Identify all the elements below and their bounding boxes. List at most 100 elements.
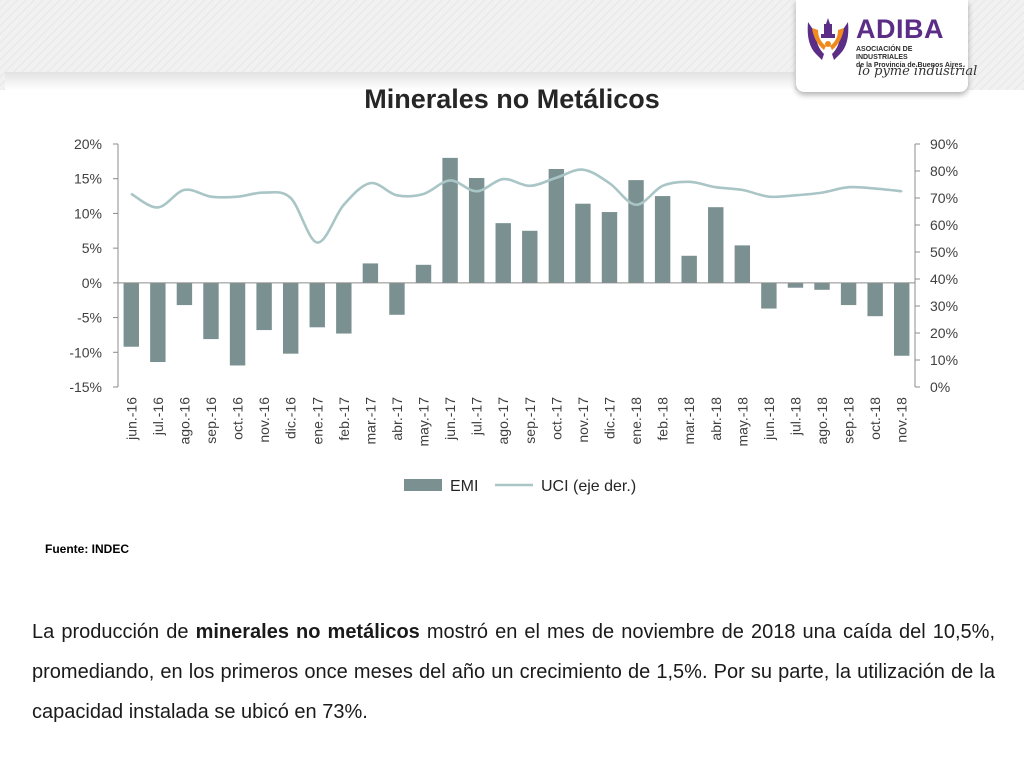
left-tick-label: -15% — [69, 379, 102, 395]
x-tick-label: oct.-18 — [867, 397, 883, 440]
x-tick-label: nov.-17 — [575, 397, 591, 443]
logo-subtitle-line1: ASOCIACIÓN DE INDUSTRIALES — [856, 46, 913, 61]
uci-point — [874, 187, 876, 190]
right-tick-label: 40% — [930, 271, 958, 287]
left-tick-label: 20% — [74, 136, 102, 152]
logo-subtitle: ASOCIACIÓN DE INDUSTRIALES de la Provinc… — [856, 46, 964, 70]
uci-point — [741, 189, 744, 191]
legend-emi-swatch — [404, 479, 442, 491]
uci-point — [528, 185, 531, 187]
emi-bar — [336, 282, 352, 334]
uci-point — [768, 195, 770, 198]
x-tick-label: jun.-16 — [123, 397, 139, 441]
uci-point — [316, 241, 319, 244]
uci-point — [396, 194, 398, 197]
summary-paragraph: La producción de minerales no metálicos … — [32, 612, 995, 732]
x-tick-label: mar.-18 — [681, 397, 697, 445]
header-shadow — [5, 72, 795, 90]
x-tick-label: may.-18 — [734, 397, 750, 447]
logo-slogan: lo pyme industrial — [858, 64, 978, 79]
x-tick-label: dic.-17 — [601, 397, 617, 439]
plot-area: -15% -10% -5% 0% 5% 10% 15% 20% 0% 10% 20% 30% 40% 50… — [69, 136, 958, 495]
x-tick-label: ago.-17 — [495, 397, 511, 445]
x-tick-label: oct.-17 — [548, 397, 564, 440]
x-tick-label: sep.-18 — [841, 397, 857, 444]
uci-point — [157, 206, 159, 209]
emi-bar — [282, 282, 299, 354]
uci-point — [130, 193, 133, 195]
x-tick-label: abr.-17 — [389, 397, 405, 441]
hands-emblem-icon — [807, 18, 849, 60]
x-tick-label: jun.-17 — [442, 397, 458, 441]
x-tick-label: ene.-17 — [309, 397, 325, 445]
emi-bar — [229, 282, 246, 366]
paragraph-part2: mostró en el mes de noviembre de 2018 un… — [32, 621, 995, 723]
logo-brand: ADIBA — [856, 14, 944, 44]
x-tick-label: nov.-18 — [894, 397, 910, 443]
left-tick-label: 5% — [82, 240, 102, 256]
uci-point — [821, 191, 823, 194]
x-tick-label: jul.-18 — [787, 397, 803, 436]
logo-subtitle-line2: de la Provincia de Buenos Aires — [856, 62, 963, 69]
uci-point — [422, 193, 425, 195]
adiba-logo[interactable]: ADIBA ASOCIACIÓN DE INDUSTRIALES de la P… — [796, 0, 977, 92]
emi-bar — [575, 203, 591, 283]
emi-bar — [548, 168, 565, 283]
emi-bar — [840, 282, 857, 306]
x-tick-label: abr.-18 — [708, 397, 724, 441]
x-tick-label: feb.-17 — [336, 397, 352, 441]
emi-bar — [468, 178, 485, 283]
right-tick-label: 60% — [930, 217, 958, 233]
uci-point — [900, 190, 903, 193]
left-tick-label: -10% — [69, 344, 102, 360]
uci-point — [582, 168, 584, 171]
uci-point — [794, 194, 797, 197]
emi-bar — [734, 245, 751, 283]
right-tick-label: 10% — [930, 352, 958, 368]
x-tick-label: jul.-16 — [150, 397, 166, 436]
uci-point — [608, 182, 611, 184]
emi-bar — [256, 282, 272, 331]
uci-point — [555, 176, 558, 179]
emi-bar — [708, 207, 724, 283]
emi-bar — [176, 282, 193, 306]
chart: -15% -10% -5% 0% 5% 10% 15% 20% 0% 10% 20% 30% 40% 50… — [69, 136, 958, 495]
x-tick-label: ago.-18 — [814, 397, 830, 445]
right-tick-label: 30% — [930, 298, 958, 314]
right-tick-label: 0% — [930, 379, 950, 395]
left-tick-label: -5% — [77, 310, 102, 326]
emi-bar — [654, 196, 671, 283]
emi-bar — [681, 255, 697, 283]
x-tick-label: mar.-17 — [362, 397, 378, 445]
uci-line — [130, 168, 902, 244]
emi-bar — [442, 157, 458, 283]
x-tick-label: jul.-17 — [469, 397, 485, 436]
right-tick-label: 80% — [930, 163, 958, 179]
x-tick-label: jun.-18 — [761, 397, 777, 441]
uci-point — [236, 195, 239, 198]
right-tick-label: 50% — [930, 244, 958, 260]
x-tick-label: ago.-16 — [176, 397, 192, 445]
uci-point — [183, 189, 186, 191]
uci-point — [635, 203, 637, 206]
emi-bar — [362, 263, 379, 283]
x-tick-label: sep.-16 — [203, 397, 219, 444]
uci-point — [263, 191, 265, 194]
emi-bar — [150, 282, 166, 363]
emi-bar — [309, 282, 325, 328]
emi-bar — [628, 180, 644, 283]
x-tick-label: oct.-16 — [230, 397, 246, 440]
right-tick-label: 20% — [930, 325, 958, 341]
x-tick-label: sep.-17 — [522, 397, 538, 444]
uci-point — [502, 178, 505, 180]
x-tick-label: feb.-18 — [655, 397, 671, 441]
emi-bar — [495, 223, 511, 283]
uci-point — [289, 197, 292, 199]
right-tick-label: 70% — [930, 190, 958, 206]
right-tick-label: 90% — [930, 136, 958, 152]
uci-point — [847, 186, 850, 188]
left-tick-label: 0% — [82, 275, 102, 291]
chart-title: Minerales no Metálicos — [364, 84, 660, 114]
source-note: Fuente: INDEC — [45, 542, 129, 556]
paragraph-part1: La producción de — [32, 621, 196, 643]
